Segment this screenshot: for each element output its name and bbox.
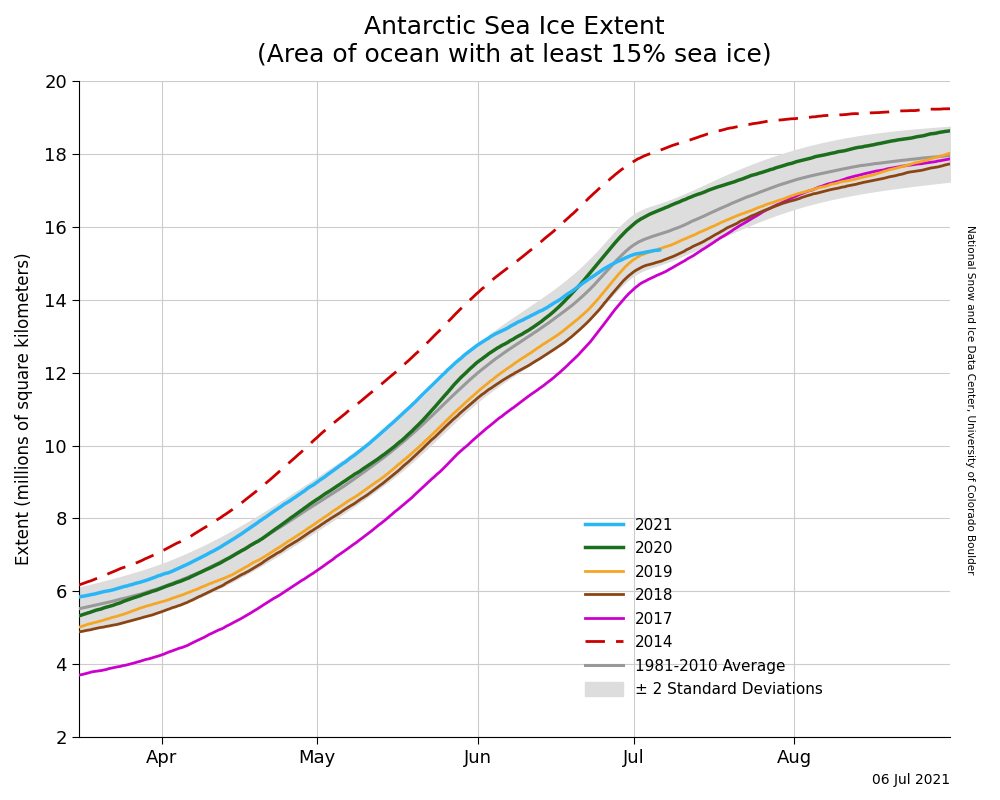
- Text: 06 Jul 2021: 06 Jul 2021: [872, 773, 950, 787]
- Text: National Snow and Ice Data Center, University of Colorado Boulder: National Snow and Ice Data Center, Unive…: [965, 226, 975, 574]
- Y-axis label: Extent (millions of square kilometers): Extent (millions of square kilometers): [15, 253, 33, 566]
- Legend: 2021, 2020, 2019, 2018, 2017, 2014, 1981-2010 Average, ± 2 Standard Deviations: 2021, 2020, 2019, 2018, 2017, 2014, 1981…: [579, 512, 829, 703]
- Title: Antarctic Sea Ice Extent
(Area of ocean with at least 15% sea ice): Antarctic Sea Ice Extent (Area of ocean …: [257, 15, 772, 67]
